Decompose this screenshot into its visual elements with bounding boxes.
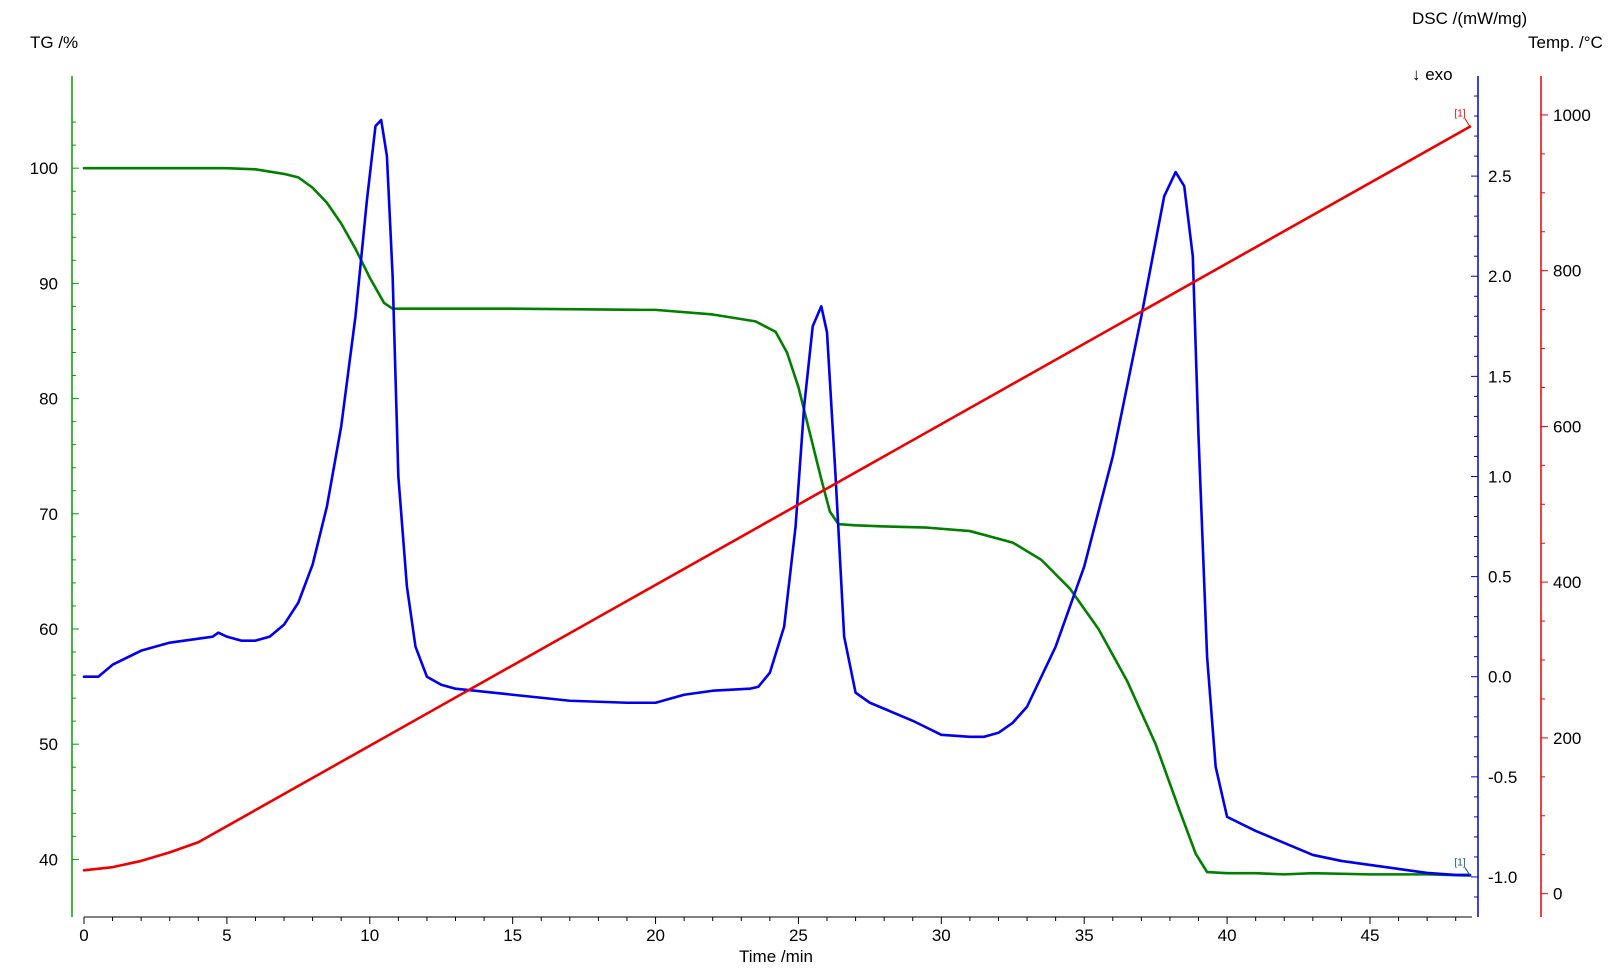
plot-layer: [1] [1]	[82, 109, 1472, 877]
x-tick-label: 0	[79, 926, 88, 945]
tg-tick-label: 80	[39, 390, 58, 409]
tg-axis-title: TG /%	[30, 33, 78, 52]
dsc-tick-label: 1.5	[1488, 367, 1512, 386]
axis-titles: TG /% DSC /(mW/mg) Temp. /°C ↓ exo Time …	[30, 9, 1603, 966]
tg-tick-label: 40	[39, 850, 58, 869]
temp-tick-label: 200	[1553, 729, 1581, 748]
exo-annotation: ↓ exo	[1412, 65, 1453, 84]
end-marker-leader	[1464, 867, 1471, 876]
x-tick-label: 5	[222, 926, 231, 945]
temp-tick-label: 0	[1553, 885, 1562, 904]
dsc-tick-label: 2.0	[1488, 267, 1512, 286]
temp-axis-title: Temp. /°C	[1528, 33, 1603, 52]
x-tick-label: 15	[503, 926, 522, 945]
tg-tick-label: 50	[39, 735, 58, 754]
x-tick-label: 10	[360, 926, 379, 945]
x-tick-label: 25	[789, 926, 808, 945]
x-tick-label: 45	[1361, 926, 1380, 945]
axes-layer: 0 5 10 15 20 25 30 35 40 45 40 50 60 70 80 90 100 -1.0 -0.…	[30, 76, 1591, 945]
dsc-tick-label: 1.0	[1488, 467, 1512, 486]
dsc-tick-label: 2.5	[1488, 167, 1512, 186]
temp-tick-label: 1000	[1553, 106, 1591, 125]
end-marker-label: [1]	[1454, 858, 1465, 869]
temp-curve	[82, 125, 1472, 872]
end-marker-label: [1]	[1454, 109, 1465, 120]
x-tick-label: 20	[646, 926, 665, 945]
x-tick-label: 35	[1075, 926, 1094, 945]
x-tick-label: 40	[1218, 926, 1237, 945]
dsc-tick-label: 0.5	[1488, 568, 1512, 587]
tg-tick-label: 70	[39, 505, 58, 524]
tg-curve	[82, 166, 1472, 877]
x-axis-title: Time /min	[739, 947, 813, 966]
temp-tick-label: 600	[1553, 417, 1581, 436]
temp-tick-label: 800	[1553, 262, 1581, 281]
dsc-tick-label: -0.5	[1488, 768, 1517, 787]
end-marker-leader	[1464, 118, 1471, 127]
dsc-tick-label: -1.0	[1488, 868, 1517, 887]
dsc-tick-label: 0.0	[1488, 668, 1512, 687]
dsc-curve	[82, 118, 1472, 877]
tg-tick-label: 100	[30, 159, 58, 178]
temp-tick-label: 400	[1553, 573, 1581, 592]
tg-tick-label: 90	[39, 274, 58, 293]
x-tick-label: 30	[932, 926, 951, 945]
tg-tick-label: 60	[39, 620, 58, 639]
dsc-axis-title: DSC /(mW/mg)	[1412, 9, 1527, 28]
